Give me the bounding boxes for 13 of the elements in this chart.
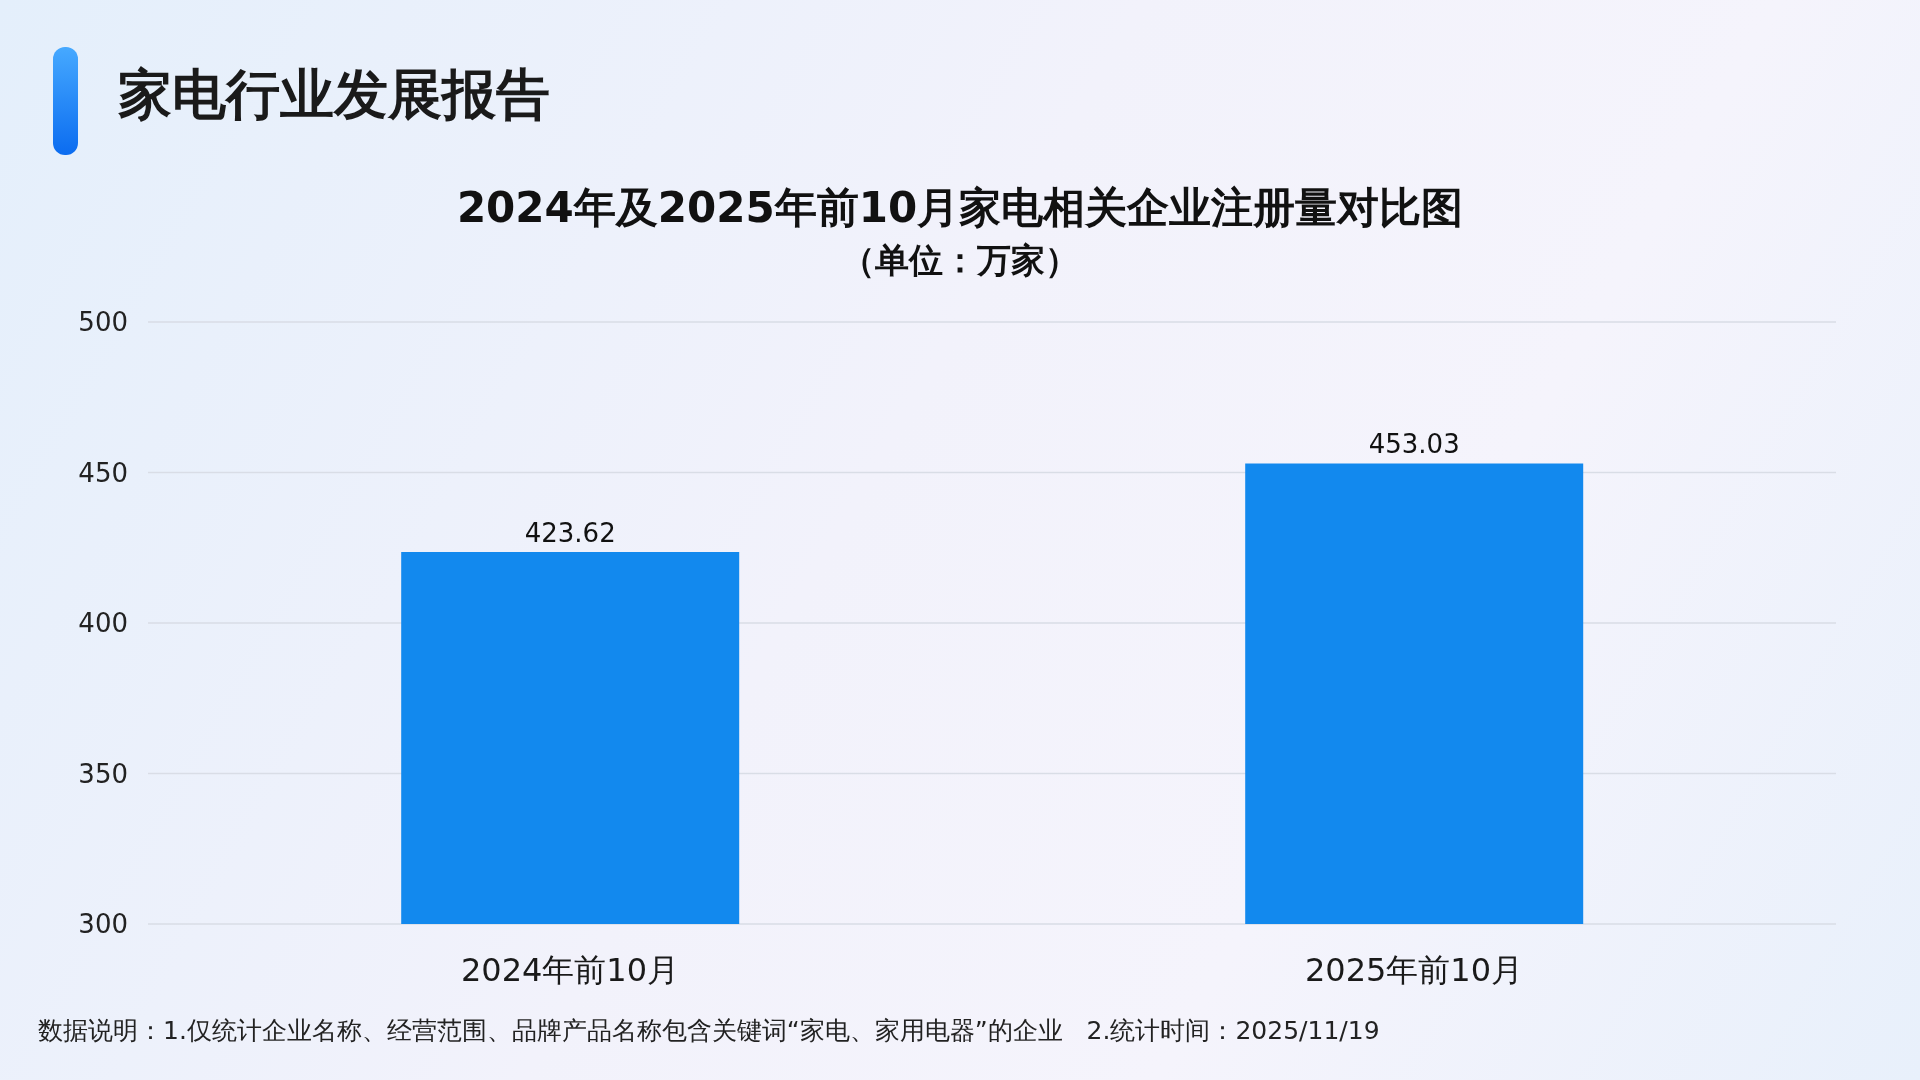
text: 数据说明：1.仅统计企业名称、经营范围、品牌产品名称包含关键词“家电、家用电器”的企业 2.统计时间：2025/11/19 xyxy=(38,1015,1380,1047)
x-tick-label: 2025年前10月 xyxy=(1304,950,1524,989)
y-tick-label: 300 xyxy=(78,909,128,940)
data-label: 453.03 xyxy=(1368,429,1460,460)
y-tick-label: 350 xyxy=(78,758,128,789)
chart-subtitle: （单位：万家） xyxy=(840,239,1080,282)
y-tick-label: 450 xyxy=(78,457,128,488)
data-label: 423.62 xyxy=(524,517,616,548)
text: 家电行业发展报告 xyxy=(118,62,550,128)
y-tick-label: 500 xyxy=(78,307,128,338)
y-tick-label: 400 xyxy=(78,608,128,639)
x-tick-label: 2024年前10月 xyxy=(460,950,680,989)
chart-title: 2024年及2025年前10月家电相关企业注册量对比图 xyxy=(455,182,1465,234)
